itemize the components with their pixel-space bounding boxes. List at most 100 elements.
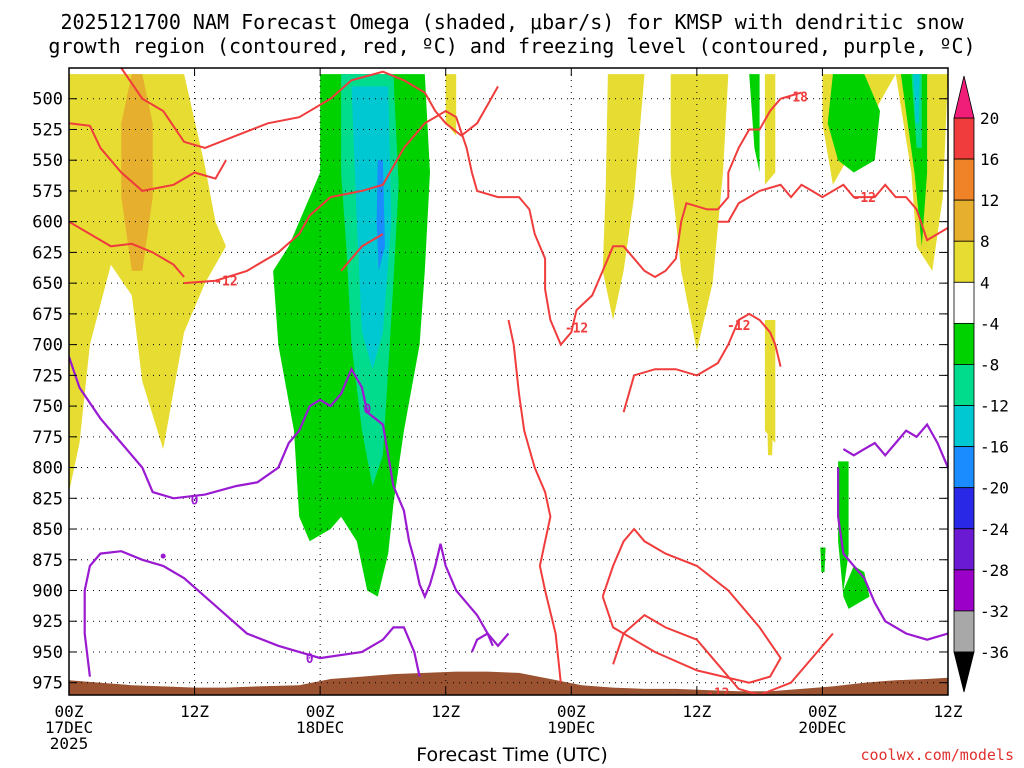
dgz-contour-label: -12 [853,191,876,206]
colorbar-label: -28 [980,561,1009,580]
colorbar-band [953,158,975,201]
x-tick-label: 00Z [306,702,335,721]
dgz-contour-label: -18 [785,90,809,105]
dgz-contour-label: -12 [565,321,588,336]
colorbar-label: -20 [980,479,1009,498]
dgz-contour-8 [612,613,834,695]
chart-title-line2: growth region (contoured, red, ºC) and f… [48,34,976,58]
colorbar-band [953,528,975,571]
x-tick-label: 00Z [557,702,586,721]
x-tick-label: 20DEC [798,718,846,737]
x-axis-title: Forecast Time (UTC) [416,744,608,766]
omega-region-20 [838,461,870,609]
x-tick-label: 12Z [682,702,711,721]
colorbar-label: -36 [980,643,1009,662]
colorbar-band [953,364,975,406]
colorbar-label: 16 [980,150,999,169]
x-tick-label: 17DEC [45,718,93,737]
freezing-contour-1 [83,550,421,677]
colorbar-label: -12 [980,397,1009,416]
dgz-contour-2 [184,98,782,347]
x-tick-label: 2025 [50,734,89,753]
omega-region-5 [764,74,776,185]
dgz-contour-5 [717,183,948,242]
y-tick-label: 525 [32,120,63,140]
colorbar-label: -8 [980,355,999,374]
plot-frame [68,67,949,696]
y-tick-label: 725 [32,366,63,386]
freezing-contour-3 [842,422,948,469]
y-tick-label: 675 [32,305,63,325]
freezing-contour-0 [69,356,494,647]
colorbar-band [953,199,975,242]
y-tick-label: 650 [32,274,63,294]
freezing-contour-4 [836,467,948,641]
dgz-contour-6 [507,319,562,683]
y-tick-label: 775 [32,428,63,448]
y-tick-label: 500 [32,90,63,110]
dgz-contour-10 [340,233,384,272]
x-tick-label: 19DEC [547,718,595,737]
x-tick-label: 00Z [55,702,84,721]
omega-region-13 [351,86,392,370]
colorbar-band [953,569,975,612]
colorbar-label: -16 [980,438,1009,457]
omega-region-4 [670,74,729,351]
source-credit[interactable]: coolwx.com/models [860,746,1014,764]
y-tick-label: 900 [32,582,63,602]
y-tick-label: 925 [32,612,63,632]
freezing-dot [160,553,166,559]
plot-area: -18 -12 -12 -12 -12 -12 0 0 0 [69,68,948,702]
omega-region-14 [376,160,385,271]
x-tick-label: 12Z [431,702,460,721]
y-tick-label: 600 [32,213,63,233]
colorbar-label: -32 [980,602,1009,621]
dgz-contour-4 [120,68,499,149]
y-tick-label: 950 [32,643,63,663]
omega-region-9 [765,356,775,456]
colorbar-label: -4 [980,314,999,333]
omega-region-21 [820,547,826,573]
colorbar-label: 8 [980,232,990,251]
x-tick-label: 18DEC [296,718,344,737]
freezing-contour-label: 0 [306,652,314,667]
dgz-contour-label: -12 [706,687,729,702]
dgz-contour-0 [69,122,227,192]
colorbar-label: -24 [980,520,1009,539]
colorbar-band [953,405,975,448]
colorbar-bottom-arrow [953,651,975,693]
omega-region-2 [445,74,457,136]
colorbar-band [953,487,975,530]
y-tick-label: 700 [32,336,63,356]
x-tick-label: 00Z [808,702,837,721]
colorbar-band [953,322,975,365]
y-tick-label: 825 [32,489,63,509]
colorbar-label: 12 [980,191,999,210]
omega-region-15 [749,74,760,173]
dgz-contour-1 [69,220,185,278]
colorbar-band [953,117,975,160]
colorbar-label: 20 [980,109,999,128]
colorbar-band [953,240,975,283]
dgz-contour-7 [601,527,782,684]
freezing-contour-2 [470,632,510,653]
y-tick-label: 800 [32,459,63,479]
colorbar-top-arrow [953,75,975,119]
terrain-ground [69,671,948,695]
omega-region-3 [602,74,645,320]
y-tick-label: 625 [32,243,63,263]
dgz-contour-9 [622,312,782,413]
y-tick-label: 750 [32,397,63,417]
y-tick-label: 575 [32,182,63,202]
omega-region-19 [913,74,920,124]
omega-region-16 [827,74,880,173]
y-tick-label: 875 [32,551,63,571]
colorbar-label: 4 [980,273,990,292]
colorbar-band [953,281,975,324]
colorbar-band [953,610,975,653]
y-tick-label: 550 [32,151,63,171]
freezing-contour-label: 0 [191,494,199,509]
dgz-contour-label: -12 [214,275,237,290]
freezing-contour-label: 0 [363,403,371,418]
